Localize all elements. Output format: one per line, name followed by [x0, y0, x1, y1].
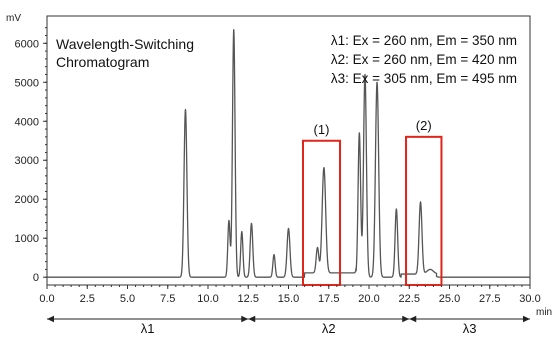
y-tick-label: 2000	[15, 194, 39, 206]
y-tick-label: 1000	[15, 233, 39, 245]
segment-layer: λ1 λ2 λ3	[47, 315, 530, 336]
x-tick-label: 25.0	[439, 293, 460, 305]
y-axis-label: mV	[6, 13, 21, 24]
x-tick-label: 5.0	[120, 293, 135, 305]
highlight-label-1: (1)	[314, 122, 330, 137]
chart-title-line-1: Wavelength-Switching	[56, 36, 194, 52]
y-tick-label: 6000	[15, 38, 39, 50]
segment-arrow-head-left	[248, 315, 256, 323]
segment-arrow-head-right	[241, 315, 249, 323]
plot-area	[46, 15, 531, 286]
y-tick-label: 5000	[15, 77, 39, 89]
text-layer: mV min Wavelength-Switching Chromatogram…	[6, 13, 552, 318]
x-tick-label: 2.5	[80, 293, 95, 305]
segment-arrow-head-left	[409, 315, 417, 323]
chart-title-line-2: Chromatogram	[56, 54, 149, 70]
y-tick-label: 4000	[15, 116, 39, 128]
chromatogram-trace	[46, 28, 531, 278]
x-tick-label: 0.0	[39, 293, 54, 305]
condition-lambda-3: λ3: Ex = 305 nm, Em = 495 nm	[331, 71, 517, 86]
segment-label-3: λ3	[463, 321, 477, 336]
y-tick-label: 3000	[15, 155, 39, 167]
highlight-layer: (1) (2)	[301, 118, 443, 286]
trace-layer	[46, 28, 531, 278]
x-tick-label: 17.5	[318, 293, 339, 305]
highlight-label-2: (2)	[416, 118, 432, 133]
x-tick-label: 20.0	[358, 293, 379, 305]
condition-lambda-2: λ2: Ex = 260 nm, Em = 420 nm	[331, 52, 517, 67]
condition-lambda-1: λ1: Ex = 260 nm, Em = 350 nm	[331, 33, 517, 48]
segment-label-1: λ1	[141, 321, 155, 336]
segment-label-2: λ2	[322, 321, 336, 336]
x-tick-label: 30.0	[519, 293, 540, 305]
x-tick-label: 12.5	[238, 293, 259, 305]
segment-arrow-head-left	[47, 315, 54, 323]
segment-arrow-head-right	[523, 315, 530, 323]
x-tick-label: 15.0	[278, 293, 299, 305]
x-tick-label: 10.0	[197, 293, 218, 305]
x-axis-label: min	[536, 307, 552, 318]
x-tick-label: 7.5	[160, 293, 175, 305]
highlight-box-1	[301, 139, 342, 286]
x-tick-label: 27.5	[479, 293, 500, 305]
highlight-box-2	[405, 135, 443, 286]
x-tick-label: 22.5	[399, 293, 420, 305]
axes-layer: 0.0 2.5 5.0 7.5 10.0 12.5 15.0 17.5 20.0 22.5 25.0…	[15, 27, 541, 305]
y-tick-label: 0	[33, 272, 39, 284]
segment-arrow-head-right	[402, 315, 410, 323]
